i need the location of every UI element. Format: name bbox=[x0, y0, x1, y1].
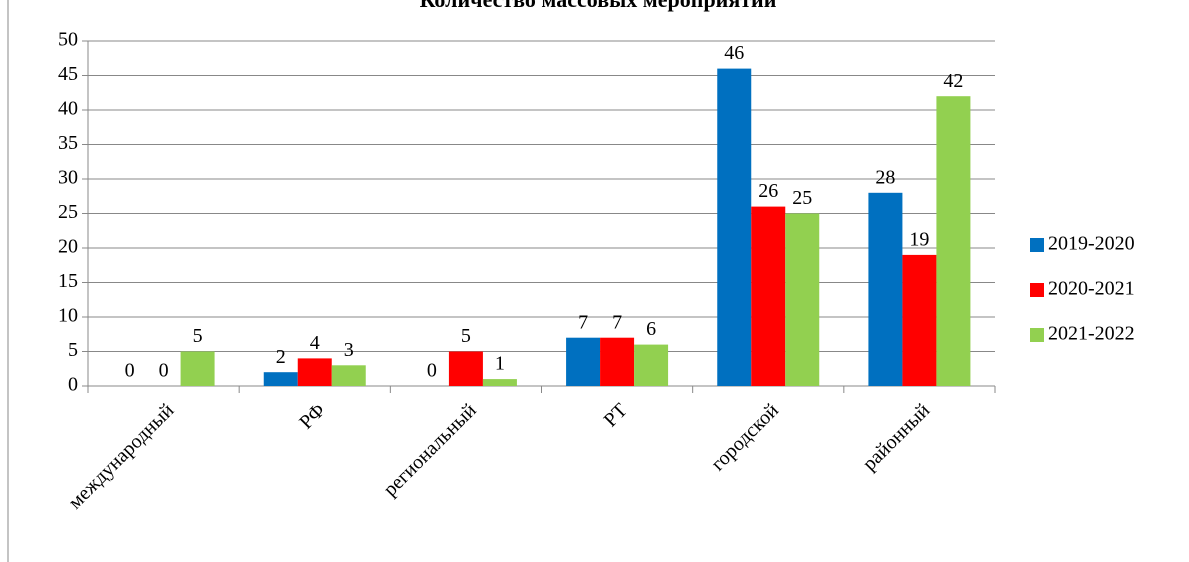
value-label: 4 bbox=[310, 332, 320, 354]
bar bbox=[936, 96, 971, 386]
legend-label: 2019-2020 bbox=[1048, 233, 1135, 255]
value-label: 46 bbox=[724, 42, 744, 64]
y-tick-label: 5 bbox=[68, 339, 78, 361]
value-label: 25 bbox=[792, 187, 812, 209]
value-label: 5 bbox=[193, 325, 203, 347]
bar bbox=[482, 379, 517, 386]
y-tick-label: 15 bbox=[58, 270, 78, 292]
bar bbox=[297, 358, 332, 386]
legend-swatch bbox=[1030, 328, 1044, 342]
x-tick-label: городской bbox=[707, 399, 783, 475]
x-tick-label: РТ bbox=[600, 399, 632, 431]
value-label: 7 bbox=[612, 311, 622, 333]
value-label: 26 bbox=[758, 180, 778, 202]
bar bbox=[785, 213, 820, 386]
value-label: 0 bbox=[125, 360, 135, 382]
legend-label: 2021-2022 bbox=[1048, 323, 1135, 345]
value-label: 2 bbox=[276, 346, 286, 368]
legend-swatch bbox=[1030, 283, 1044, 297]
y-tick-label: 30 bbox=[58, 167, 78, 189]
value-label: 6 bbox=[646, 318, 656, 340]
bar bbox=[566, 337, 601, 386]
value-label: 7 bbox=[578, 311, 588, 333]
bar bbox=[263, 372, 298, 386]
bar bbox=[634, 344, 669, 386]
x-tick-label: РФ bbox=[295, 399, 329, 433]
value-label: 42 bbox=[943, 70, 963, 92]
legend-swatch bbox=[1030, 238, 1044, 252]
y-tick-label: 40 bbox=[58, 98, 78, 120]
value-label: 0 bbox=[427, 360, 437, 382]
value-label: 28 bbox=[875, 166, 895, 188]
y-tick-label: 45 bbox=[58, 63, 78, 85]
y-tick-label: 25 bbox=[58, 201, 78, 223]
bar bbox=[902, 254, 937, 386]
y-tick-label: 0 bbox=[68, 374, 78, 396]
x-tick-label: международный bbox=[64, 399, 178, 513]
bar bbox=[180, 351, 215, 386]
legend-label: 2020-2021 bbox=[1048, 278, 1135, 300]
x-tick-label: районный bbox=[858, 399, 934, 475]
value-label: 1 bbox=[495, 353, 505, 375]
value-label: 3 bbox=[344, 339, 354, 361]
value-label: 19 bbox=[909, 228, 929, 250]
chart-title: Количество массовых мероприятий bbox=[420, 0, 777, 12]
bar bbox=[751, 206, 786, 386]
value-label: 5 bbox=[461, 325, 471, 347]
y-tick-label: 10 bbox=[58, 305, 78, 327]
bar bbox=[600, 337, 635, 386]
x-tick-label: региональный bbox=[379, 399, 481, 501]
value-label: 0 bbox=[159, 360, 169, 382]
bar bbox=[717, 68, 752, 386]
bar bbox=[868, 192, 903, 386]
bar bbox=[448, 351, 483, 386]
y-tick-label: 50 bbox=[58, 29, 78, 51]
y-tick-label: 35 bbox=[58, 132, 78, 154]
bar bbox=[331, 365, 366, 386]
y-tick-label: 20 bbox=[58, 236, 78, 258]
